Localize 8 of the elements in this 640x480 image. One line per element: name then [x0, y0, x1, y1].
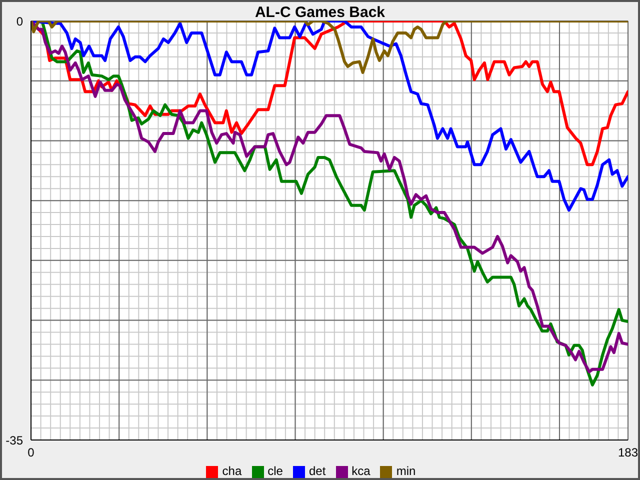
legend-label: kca [352, 464, 370, 478]
legend-label: cha [222, 464, 242, 478]
legend-label: cle [268, 464, 283, 478]
chart-title: AL-C Games Back [254, 4, 386, 21]
x-tick-label: 183 [618, 446, 638, 460]
legend-label: det [308, 464, 326, 478]
legend-label: min [396, 464, 416, 478]
y-tick-label: -35 [6, 433, 24, 448]
